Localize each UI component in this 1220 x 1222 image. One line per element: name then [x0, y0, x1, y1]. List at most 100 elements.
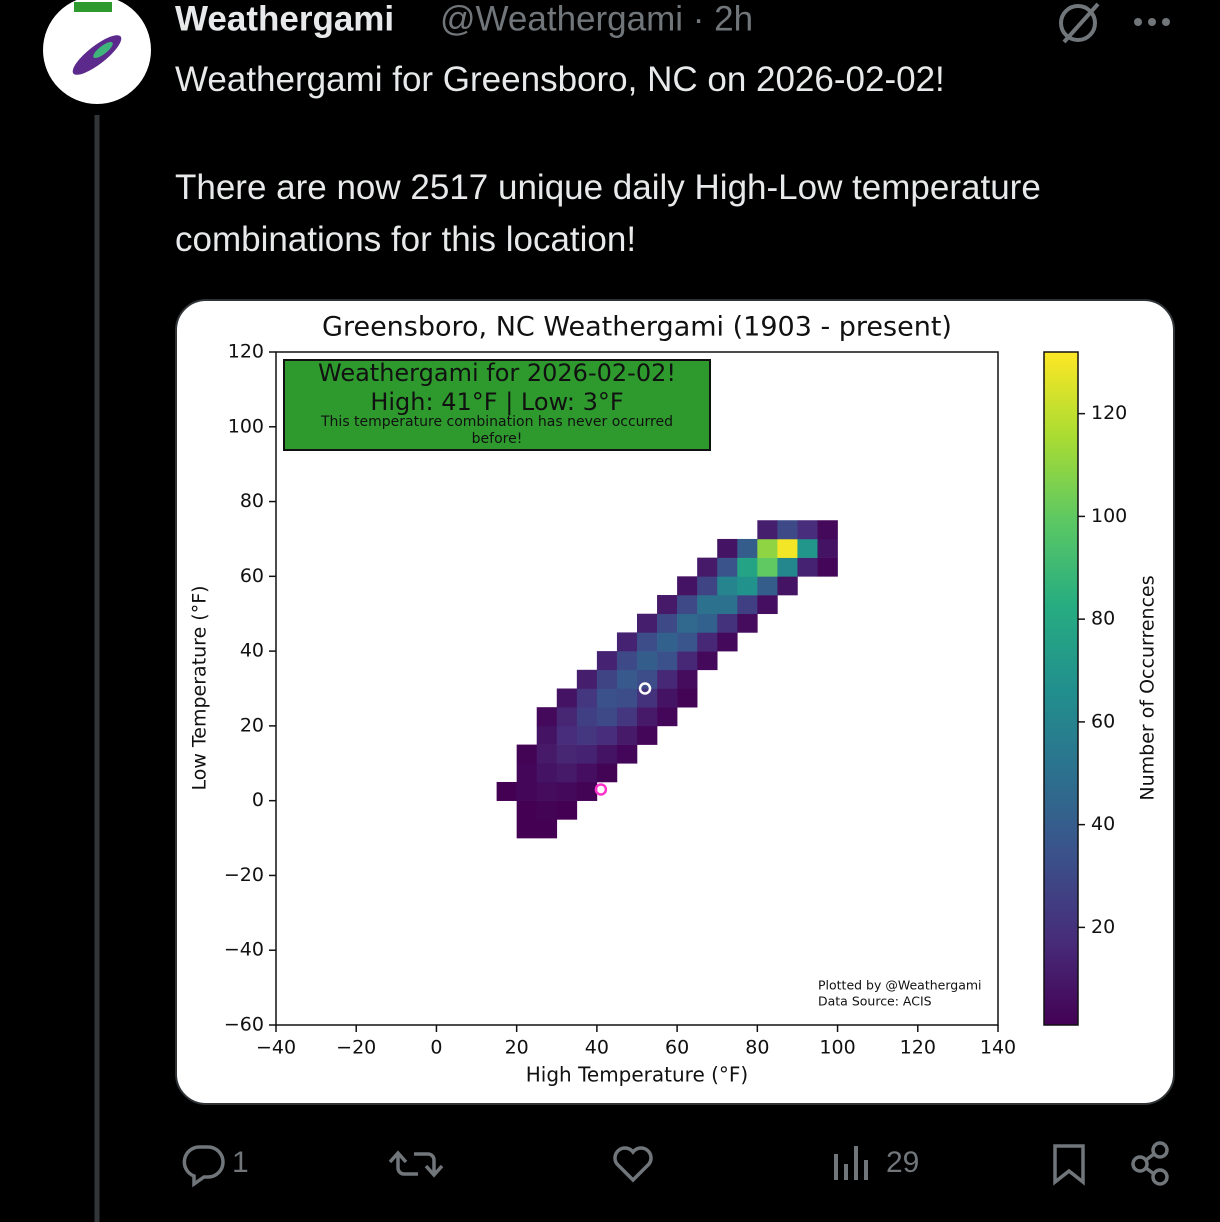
y-axis-label: Low Temperature (°F) [189, 585, 211, 790]
heatmap-cell [757, 557, 778, 577]
x-tick-label: 140 [980, 1037, 1016, 1059]
heatmap-cell [556, 725, 578, 745]
heatmap-cell [717, 632, 738, 652]
heatmap-cell [576, 781, 598, 801]
heatmap-cell [817, 538, 838, 558]
annotation-note-box: This temperature combination has never o… [321, 414, 673, 447]
credit: Plotted by @Weathergami [818, 978, 982, 993]
heatmap-cell [677, 688, 698, 708]
x-tick-label: 100 [819, 1037, 855, 1059]
colorbar-tick-label: 120 [1091, 402, 1127, 424]
heatmap-cell [737, 557, 758, 577]
heatmap-cell [757, 576, 778, 596]
heatmap-cell [797, 520, 818, 540]
repost-button[interactable] [388, 1150, 444, 1178]
heatmap-cell [637, 707, 658, 727]
heatmap-cell [717, 613, 738, 633]
avatar[interactable] [43, 0, 151, 104]
heatmap-cell [516, 744, 538, 764]
heatmap-cell [616, 632, 638, 652]
colorbar-tick-label: 100 [1091, 505, 1127, 527]
views-count: 29 [886, 1146, 919, 1179]
tweet-text: Weathergami for Greensboro, NC on 2026-0… [175, 54, 1185, 322]
x-tick-label: 120 [900, 1037, 936, 1059]
heatmap-cell [677, 595, 698, 615]
grok-icon[interactable] [1059, 2, 1100, 44]
heatmap-cell [596, 688, 618, 708]
chart-title: Greensboro, NC Weathergami (1903 - prese… [322, 312, 952, 343]
x-tick-label: −20 [336, 1037, 376, 1059]
heatmap-cell [596, 725, 618, 745]
colorbar [1043, 351, 1079, 1026]
colorbar-tick-label: 20 [1091, 916, 1115, 938]
heatmap-cell [576, 669, 598, 689]
heatmap-cell [797, 538, 818, 558]
heatmap-cell [697, 557, 718, 577]
heatmap-cell [516, 763, 538, 783]
heatmap-cell [556, 781, 578, 801]
heatmap-cell [616, 707, 638, 727]
x-tick-label: 20 [505, 1037, 529, 1059]
x-tick-label: 60 [665, 1037, 689, 1059]
heatmap-cell [737, 576, 758, 596]
heatmap-cell [697, 595, 718, 615]
heatmap-cell [777, 557, 798, 577]
tweet-paragraph: Weathergami for Greensboro, NC on 2026-0… [175, 60, 945, 99]
heatmap-cell [817, 557, 838, 577]
heatmap-cell [717, 576, 738, 596]
x-tick-label: 40 [585, 1037, 609, 1059]
display-name[interactable]: Weathergami [175, 0, 394, 38]
y-tick-label: −20 [224, 864, 264, 886]
y-tick-label: 40 [240, 640, 264, 662]
heatmap-cell [616, 669, 638, 689]
heatmap-cell [737, 595, 758, 615]
heatmap-cell [596, 744, 618, 764]
views-icon[interactable] [834, 1146, 868, 1180]
heatmap-cell [596, 707, 618, 727]
heatmap-cell [536, 781, 558, 801]
x-tick-label: 0 [430, 1037, 442, 1059]
handle[interactable]: @Weathergami · 2h [440, 0, 753, 38]
annotation-subtitle: High: 41°F | Low: 3°F [370, 388, 623, 416]
colorbar-tick-label: 40 [1091, 813, 1115, 835]
heatmap-cell [757, 538, 778, 558]
heatmap-cell [717, 538, 738, 558]
reply-button[interactable] [182, 1145, 225, 1188]
heatmap-cell [757, 520, 778, 540]
bookmark-button[interactable] [1053, 1144, 1085, 1186]
x-tick-label: −40 [256, 1037, 296, 1059]
heatmap-cell [616, 725, 638, 745]
marker [594, 783, 608, 796]
colorbar-tick-label: 60 [1091, 710, 1115, 732]
x-axis-label: High Temperature (°F) [526, 1063, 748, 1087]
tweet-paragraph: There are now 2517 unique daily High-Low… [175, 168, 1041, 259]
y-tick-label: 80 [240, 490, 264, 512]
heatmap-cell [576, 707, 598, 727]
heatmap-cell [496, 781, 517, 801]
reply-count: 1 [232, 1146, 249, 1179]
heatmap-cell [596, 763, 618, 783]
heatmap-cell [737, 538, 758, 558]
y-tick-label: 20 [240, 714, 264, 736]
heatmap-cell [817, 520, 838, 540]
heatmap-cell [637, 613, 658, 633]
heatmap-cell [637, 725, 658, 745]
y-tick-label: −60 [224, 1014, 264, 1036]
heatmap-cell [677, 576, 698, 596]
heatmap-cell [757, 595, 778, 615]
heatmap-cell [637, 632, 658, 652]
heatmap-cell [576, 688, 598, 708]
y-tick-label: 0 [252, 789, 264, 811]
more-icon[interactable] [1134, 18, 1170, 26]
share-button[interactable] [1131, 1141, 1169, 1186]
colorbar-tick-label: 80 [1091, 608, 1115, 630]
like-button[interactable] [613, 1146, 653, 1183]
heatmap-cell [536, 725, 558, 745]
heatmap-cell [717, 557, 738, 577]
heatmap-cell [697, 613, 718, 633]
annotation-note: This temperature combination has never o… [321, 414, 673, 447]
heatmap-cell [777, 576, 798, 596]
y-tick-label: 100 [228, 415, 264, 437]
heatmap-cell [576, 744, 598, 764]
